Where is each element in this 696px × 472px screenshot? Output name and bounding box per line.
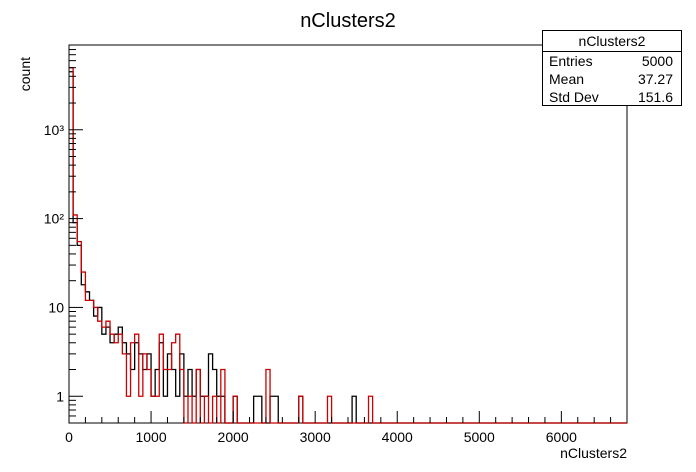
- stats-value: 5000: [641, 53, 673, 69]
- series-layer: [69, 67, 627, 424]
- y-tick-label: 10: [48, 299, 64, 315]
- x-tick-label: 0: [65, 429, 73, 445]
- stats-row-stddev: Std Dev 151.6: [543, 88, 681, 106]
- x-tick-label: 1000: [135, 429, 166, 445]
- stats-title: nClusters2: [543, 31, 681, 52]
- stats-row-mean: Mean 37.27: [543, 70, 681, 88]
- histogram-series-black: [69, 71, 627, 424]
- stats-row-entries: Entries 5000: [543, 52, 681, 70]
- stats-value: 151.6: [637, 89, 673, 105]
- stats-label: Std Dev: [549, 89, 599, 105]
- y-tick-label: 10³: [44, 122, 65, 138]
- x-tick-label: 2000: [218, 429, 249, 445]
- chart-title: nClusters2: [300, 10, 396, 32]
- axis-layer: 0 1000 2000 3000 4000 5000 6000 1 10 10² 10³: [44, 44, 612, 445]
- x-tick-label: 5000: [464, 429, 495, 445]
- x-tick-label: 4000: [382, 429, 413, 445]
- stats-box: nClusters2 Entries 5000 Mean 37.27 Std D…: [542, 30, 682, 106]
- y-tick-label: 1: [56, 388, 64, 404]
- y-tick-label: 10²: [44, 211, 65, 227]
- stats-value: 37.27: [637, 71, 673, 87]
- stats-label: Entries: [549, 53, 593, 69]
- x-axis-label: nClusters2: [560, 445, 627, 461]
- histogram-series-red: [69, 67, 627, 424]
- y-axis-label: count: [17, 57, 33, 91]
- stats-label: Mean: [549, 71, 585, 87]
- x-tick-label: 3000: [300, 429, 331, 445]
- x-tick-label: 6000: [546, 429, 577, 445]
